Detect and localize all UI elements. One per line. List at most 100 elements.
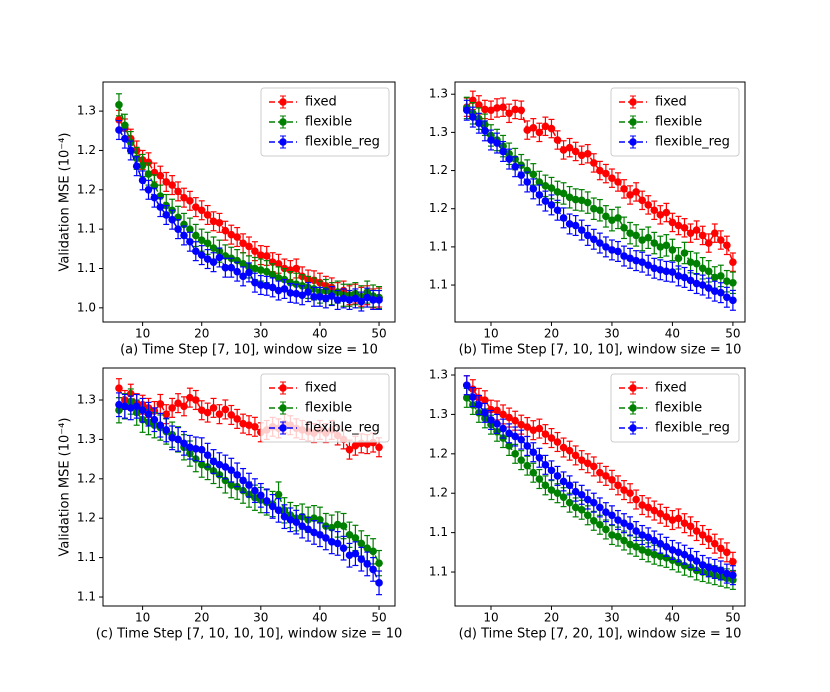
marker (186, 225, 194, 233)
marker (345, 530, 354, 539)
marker (493, 406, 501, 415)
marker (547, 466, 556, 475)
marker (590, 517, 598, 525)
marker (517, 171, 526, 179)
x-tick-label: 10 (135, 327, 150, 341)
x-tick-label: 50 (725, 327, 740, 341)
legend-box (260, 87, 390, 157)
marker (596, 206, 604, 215)
marker (614, 178, 622, 186)
subplot: 10 20 30 40 50 1.1 1.1 1.2 1.2 1.3 1.3 (b) Time Ste… (429, 81, 746, 358)
marker (239, 259, 247, 268)
marker (620, 486, 628, 494)
marker (729, 571, 737, 579)
marker (668, 218, 677, 227)
marker (180, 193, 188, 202)
marker (168, 404, 176, 412)
marker (547, 486, 556, 494)
marker (345, 445, 354, 454)
legend-marker (279, 404, 287, 412)
marker (221, 263, 230, 272)
marker (644, 261, 653, 270)
marker (577, 196, 586, 205)
marker (644, 533, 653, 542)
y-tick-label: 1.1 (77, 550, 96, 564)
marker (571, 147, 580, 156)
marker (144, 158, 153, 167)
marker (221, 463, 230, 471)
marker (144, 186, 153, 194)
marker (209, 457, 218, 466)
marker (462, 381, 471, 390)
marker (571, 503, 580, 512)
marker (559, 477, 568, 486)
marker (620, 185, 628, 193)
marker (481, 105, 489, 114)
marker (162, 426, 171, 434)
marker (197, 236, 206, 244)
marker (215, 460, 224, 469)
marker (262, 282, 271, 290)
marker (517, 435, 526, 444)
marker (638, 501, 646, 509)
marker (583, 495, 592, 504)
marker (662, 513, 671, 521)
marker (529, 468, 538, 477)
legend-box (260, 373, 390, 443)
marker (541, 197, 550, 205)
marker (511, 162, 519, 171)
marker (644, 233, 653, 242)
marker (710, 273, 719, 282)
marker (138, 176, 147, 185)
marker (499, 424, 507, 433)
marker (729, 258, 737, 266)
marker (650, 506, 659, 515)
marker (227, 411, 236, 419)
marker (704, 284, 713, 292)
marker (251, 486, 259, 495)
x-tick-label: 20 (544, 327, 559, 341)
marker (192, 396, 200, 404)
marker (375, 559, 383, 567)
y-tick-label: 1.2 (77, 511, 96, 525)
marker (608, 511, 616, 520)
marker (583, 231, 592, 240)
marker (280, 285, 289, 293)
marker (553, 206, 562, 215)
marker (650, 239, 659, 247)
marker (505, 429, 513, 438)
marker (316, 515, 324, 524)
marker (650, 206, 659, 215)
marker (650, 550, 659, 559)
marker (138, 161, 147, 170)
marker (505, 442, 513, 450)
marker (162, 211, 171, 219)
marker (115, 400, 123, 409)
legend-label: fixed (655, 381, 687, 396)
marker (375, 296, 383, 304)
marker (571, 195, 580, 204)
marker (680, 550, 689, 559)
legend-label: fixed (655, 95, 687, 110)
marker (274, 259, 283, 268)
marker (363, 560, 372, 568)
legend-box (610, 373, 740, 443)
marker (517, 420, 526, 429)
marker (115, 115, 123, 124)
marker (704, 535, 713, 543)
marker (565, 143, 574, 152)
marker (150, 193, 159, 202)
marker (357, 539, 366, 548)
marker (541, 182, 550, 190)
marker (481, 127, 489, 135)
marker (565, 446, 574, 455)
marker (541, 430, 550, 438)
marker (203, 211, 212, 219)
marker (257, 281, 265, 289)
marker (209, 258, 218, 266)
marker (174, 225, 182, 233)
legend-label: flexible_reg (305, 421, 380, 436)
marker (698, 231, 707, 240)
legend-marker (629, 404, 637, 412)
marker (499, 410, 507, 419)
